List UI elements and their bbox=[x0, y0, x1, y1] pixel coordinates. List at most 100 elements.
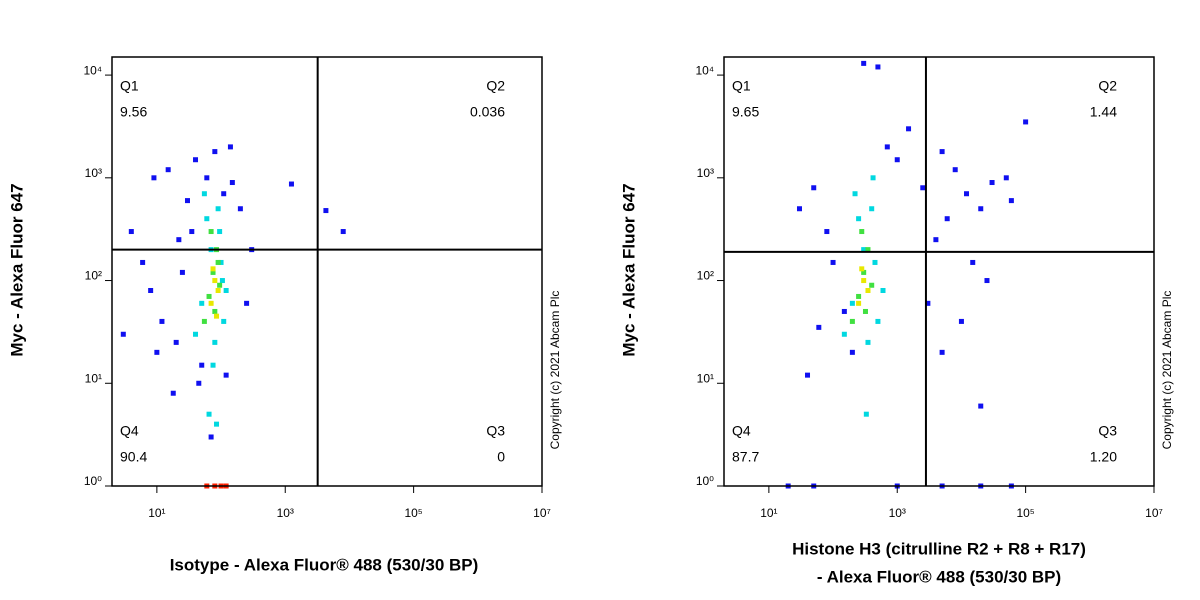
event-dot bbox=[208, 229, 214, 235]
x-tick-label: 10¹ bbox=[760, 506, 777, 520]
event-dot bbox=[229, 180, 235, 186]
event-dot bbox=[201, 191, 207, 197]
event-dot bbox=[210, 269, 216, 275]
event-dot bbox=[978, 403, 984, 409]
event-dot bbox=[237, 206, 243, 212]
y-tick-label: 10⁴ bbox=[695, 63, 714, 77]
event-dot bbox=[204, 216, 210, 222]
event-dot bbox=[852, 191, 858, 197]
event-dot bbox=[856, 293, 862, 299]
event-dot bbox=[894, 157, 900, 163]
event-dot bbox=[199, 300, 205, 306]
event-dot bbox=[196, 380, 202, 386]
event-dot bbox=[288, 181, 294, 187]
event-dot bbox=[984, 278, 990, 284]
event-dot bbox=[214, 421, 220, 427]
quadrant-value: 0.036 bbox=[470, 104, 505, 120]
event-dot bbox=[849, 300, 855, 306]
event-dot bbox=[140, 259, 146, 265]
event-dot bbox=[859, 266, 865, 272]
event-dot bbox=[193, 157, 199, 163]
event-dot bbox=[863, 411, 869, 417]
event-dot bbox=[219, 278, 225, 284]
event-dot bbox=[201, 318, 207, 324]
event-dot bbox=[849, 349, 855, 355]
x-tick-label: 10³ bbox=[889, 506, 906, 520]
event-dot bbox=[128, 229, 134, 235]
quadrant-label: Q4 bbox=[120, 423, 139, 439]
event-dot bbox=[875, 318, 881, 324]
event-dot bbox=[880, 288, 886, 294]
event-dot bbox=[223, 372, 229, 378]
y-tick-label: 10⁰ bbox=[696, 474, 714, 488]
event-dot bbox=[223, 288, 229, 294]
event-dot bbox=[215, 206, 221, 212]
event-dot bbox=[210, 266, 216, 272]
quadrant-label: Q3 bbox=[1098, 423, 1117, 439]
event-dot bbox=[212, 149, 218, 155]
event-dot bbox=[120, 331, 126, 337]
event-dot bbox=[212, 278, 218, 284]
quadrant-value: 0 bbox=[497, 449, 505, 465]
event-dot bbox=[884, 144, 890, 150]
event-dot bbox=[221, 191, 227, 197]
y-axis-label: Myc - Alexa Fluor 647 bbox=[7, 183, 26, 356]
event-dot bbox=[978, 206, 984, 212]
quadrant-value: 1.20 bbox=[1090, 449, 1117, 465]
event-dot bbox=[869, 282, 875, 288]
copyright: Copyright (c) 2021 Abcam Plc bbox=[1160, 291, 1174, 450]
event-dot bbox=[159, 318, 165, 324]
event-dot bbox=[154, 349, 160, 355]
event-dot bbox=[215, 259, 221, 265]
event-dot bbox=[208, 300, 214, 306]
event-dot bbox=[861, 247, 867, 253]
x-tick-label: 10¹ bbox=[148, 506, 165, 520]
y-tick-label: 10³ bbox=[697, 166, 714, 180]
event-dot bbox=[796, 206, 802, 212]
event-dot bbox=[906, 126, 912, 132]
x-tick-label: 10⁷ bbox=[533, 506, 551, 520]
event-dot bbox=[958, 318, 964, 324]
event-dot bbox=[244, 300, 250, 306]
quadrant-label: Q4 bbox=[732, 423, 751, 439]
event-dot bbox=[217, 282, 223, 288]
x-tick-label: 10⁵ bbox=[404, 506, 422, 520]
event-dot bbox=[204, 175, 210, 181]
event-dot bbox=[856, 216, 862, 222]
quadrant-value: 87.7 bbox=[732, 449, 759, 465]
event-dot bbox=[861, 60, 867, 66]
event-dot bbox=[206, 293, 212, 299]
quadrant-label: Q3 bbox=[486, 423, 505, 439]
copyright: Copyright (c) 2021 Abcam Plc bbox=[548, 291, 562, 450]
event-dot bbox=[1008, 198, 1014, 204]
event-dot bbox=[933, 237, 939, 243]
event-dot bbox=[989, 180, 995, 186]
event-dot bbox=[206, 411, 212, 417]
event-dot bbox=[865, 247, 871, 253]
event-dot bbox=[199, 362, 205, 368]
x-axis-label: Isotype - Alexa Fluor® 488 (530/30 BP) bbox=[170, 555, 479, 574]
y-tick-label: 10¹ bbox=[85, 371, 102, 385]
event-dot bbox=[227, 144, 233, 150]
event-dot bbox=[189, 229, 195, 235]
x-tick-label: 10⁷ bbox=[1145, 506, 1163, 520]
y-axis-label: Myc - Alexa Fluor 647 bbox=[619, 183, 638, 356]
event-dot bbox=[151, 175, 157, 181]
event-dot bbox=[184, 198, 190, 204]
quadrant-label: Q1 bbox=[120, 78, 139, 94]
event-dot bbox=[964, 191, 970, 197]
plot-frame bbox=[723, 56, 1155, 487]
event-dot bbox=[870, 175, 876, 181]
event-dot bbox=[1003, 175, 1009, 181]
quadrant-value: 90.4 bbox=[120, 449, 147, 465]
event-dot bbox=[920, 185, 926, 191]
y-tick-label: 10⁰ bbox=[84, 474, 102, 488]
plot: 10¹ 10³ 10⁵ 10⁷ 10⁰ 10¹ 10² 10³ 10⁴ Q1 9.65 Q2 1.44 Q… bbox=[619, 56, 1174, 586]
event-dot bbox=[865, 339, 871, 345]
event-dot bbox=[970, 259, 976, 265]
quadrant-value: 9.65 bbox=[732, 104, 759, 120]
event-dot bbox=[173, 339, 179, 345]
event-dot bbox=[805, 372, 811, 378]
event-dot bbox=[221, 318, 227, 324]
event-dot bbox=[176, 237, 182, 243]
